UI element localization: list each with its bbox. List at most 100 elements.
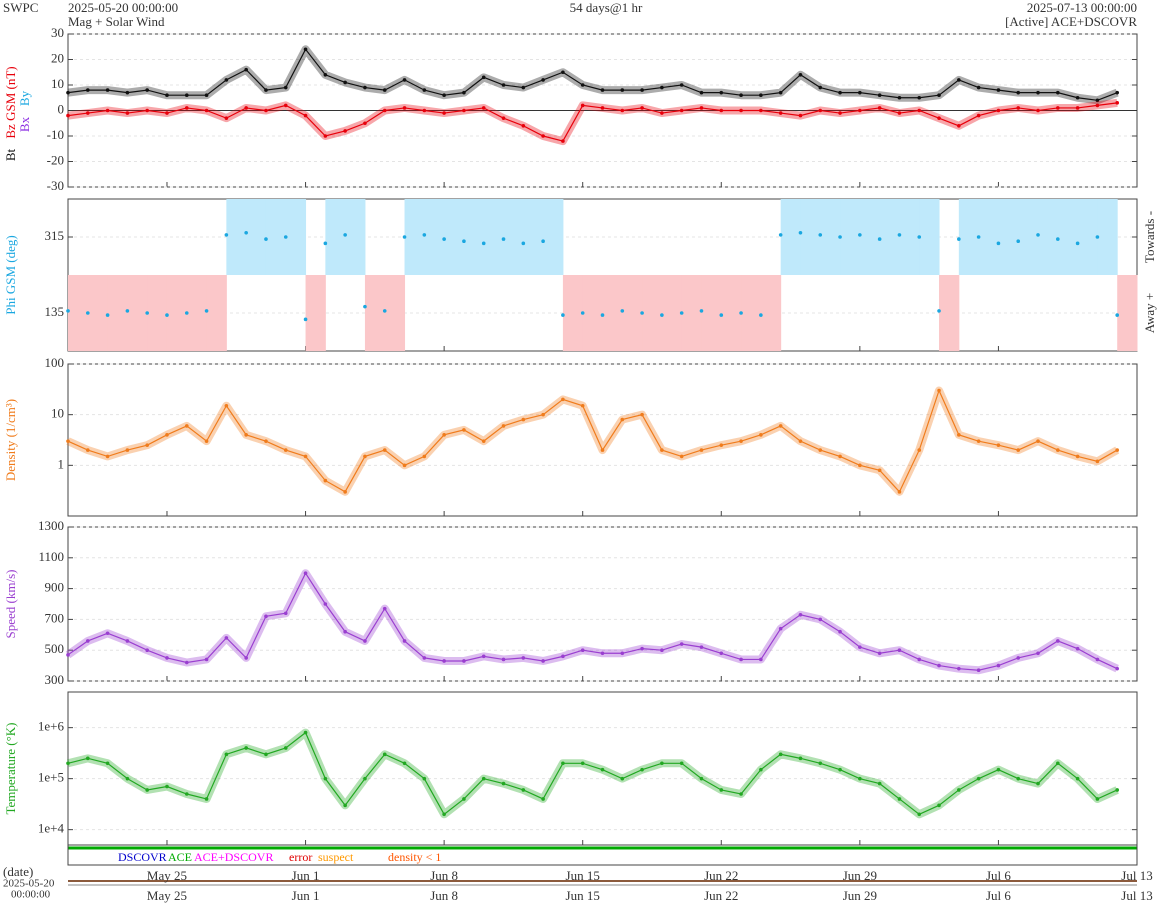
data-point [877,93,882,97]
data-point [580,648,585,652]
data-point [105,761,110,766]
data-point [323,478,328,483]
data-point [402,78,407,82]
data-point [739,439,743,443]
data-point [105,108,110,113]
panel-frame [67,526,1138,682]
data-point [561,139,565,143]
data-point [303,571,308,575]
data-point [838,90,842,95]
data-point [719,90,724,95]
data-point [283,611,288,616]
data-point [660,448,664,452]
data-point [382,108,387,113]
data-point [877,651,882,656]
status-legend: ACE [168,850,192,864]
sector-band [1097,199,1118,275]
data-point [937,309,941,313]
data-point [442,433,446,437]
data-point [343,490,347,494]
data-point [224,752,229,757]
data-point [1115,448,1120,452]
data-point [996,767,1001,772]
data-point [1095,98,1100,103]
data-point [125,309,130,313]
data-point [699,90,704,95]
data-point [1056,761,1060,766]
chart-title: Mag + Solar Wind [68,14,165,29]
data-point [184,93,189,97]
series-line [67,102,1118,142]
data-point [699,645,704,649]
data-point [600,106,605,110]
y-tick-label: 0 [58,101,65,116]
data-point [1016,656,1021,660]
sector-band [107,275,128,351]
data-point [303,730,308,735]
sector-band [483,199,505,275]
data-point [323,73,328,77]
status-legend: error [289,850,312,864]
y-tick-label: 1 [58,456,65,471]
sector-band [1117,275,1138,351]
data-point [818,617,823,622]
data-point [660,761,664,766]
data-point [541,412,545,417]
data-point [877,781,882,786]
x-tick-label: Jun 22 [704,888,738,903]
y-tick-label: 30 [51,25,64,40]
data-point [778,626,783,631]
sector-band [523,199,544,275]
data-point [462,108,466,113]
data-point [778,424,783,428]
data-point [204,108,209,113]
data-point [719,108,724,113]
data-point [125,639,130,643]
data-point [937,93,941,97]
sector-band [384,275,406,351]
y-tick-label: 300 [45,672,65,687]
data-point [382,448,387,452]
data-point [897,797,902,801]
data-point [739,657,743,662]
sector-band [463,199,485,275]
sector-band [186,275,208,351]
data-point [1036,651,1040,656]
data-point [858,645,862,649]
data-point [224,78,229,82]
data-point [184,792,189,796]
data-point [996,108,1001,113]
data-point [442,111,446,115]
x-tick-label: Jun 15 [566,868,600,883]
data-point [105,313,110,317]
data-point [957,78,961,82]
data-point [165,433,169,437]
sector-band [642,275,663,351]
data-point [184,660,189,665]
data-point [818,761,823,766]
data-point [679,83,684,87]
data-point [858,108,862,113]
data-point [501,116,506,120]
sector-band [681,275,702,351]
data-point [640,767,644,772]
component-label: Bx [17,116,32,132]
data-point [996,443,1001,447]
data-point [561,313,565,317]
data-point [778,111,783,115]
data-point [422,233,427,237]
data-point [224,636,229,640]
data-point [1115,90,1120,95]
data-point [897,95,902,100]
data-point [580,403,585,408]
y-tick-label: -10 [47,127,64,142]
sector-label: Towards - [1142,211,1157,263]
data-point [620,417,625,422]
data-point [699,309,704,313]
y-axis-label: Temperature (°K) [3,723,18,815]
data-point [462,428,466,432]
data-point [541,78,545,82]
data-point [165,313,169,317]
x-tick-label: Jun 8 [430,888,458,903]
data-point [739,311,743,315]
